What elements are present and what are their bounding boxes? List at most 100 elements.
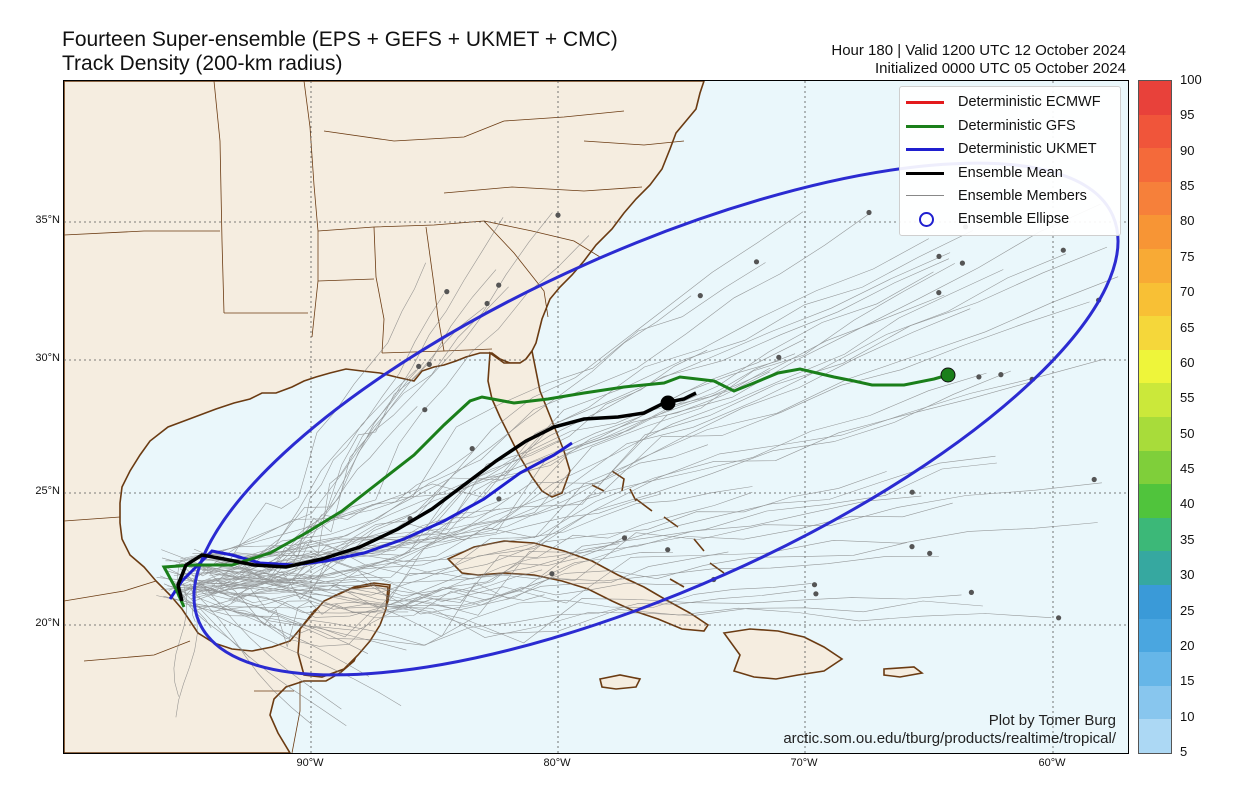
ensemble-member-endpoint [469, 446, 475, 452]
colorbar-tick-label: 20 [1180, 637, 1195, 653]
jamaica-land [599, 674, 642, 690]
title-line-2: Track Density (200-km radius) [62, 52, 343, 75]
ensemble-member-endpoint [959, 260, 966, 266]
legend-label-ellipse: Ensemble Ellipse [958, 211, 1070, 227]
valid-time-line: Hour 180 | Valid 1200 UTC 12 October 202… [831, 42, 1126, 59]
ensemble-member-endpoint [927, 550, 933, 556]
legend-item-mean: Ensemble Mean [900, 162, 1063, 184]
ensemble-member-track [181, 271, 934, 586]
colorbar-tick-label: 90 [1180, 142, 1195, 158]
ensemble-member-endpoint [968, 589, 975, 595]
lon-label-60: 60°W [1038, 757, 1066, 769]
colorbar-tick-label: 55 [1180, 390, 1195, 406]
colorbar-segment [1139, 551, 1171, 586]
ensemble-member-track [163, 569, 705, 618]
lon-label-70: 70°W [790, 757, 818, 769]
ensemble-member-track [219, 262, 426, 569]
title-line-1: Fourteen Super-ensemble (EPS + GEFS + UK… [62, 28, 618, 51]
mean-swatch [904, 162, 946, 184]
lat-label-20: 20°N [35, 617, 60, 629]
ensemble-member-endpoint [1056, 615, 1062, 621]
colorbar-segment [1139, 417, 1171, 452]
ellipse-swatch [904, 208, 946, 230]
legend-label-ecmwf: Deterministic ECMWF [958, 94, 1101, 110]
colorbar-tick-label: 60 [1180, 354, 1195, 370]
ensemble-member-track [161, 557, 962, 644]
colorbar-segment [1139, 585, 1171, 620]
ensemble-mean-end-marker [660, 395, 676, 411]
ensemble-member-endpoint [811, 582, 818, 588]
ensemble-member-track [228, 308, 971, 600]
state-borders [64, 81, 685, 354]
ensemble-member-track [231, 286, 509, 603]
init-time-line: Initialized 0000 UTC 05 October 2024 [875, 60, 1126, 77]
ensemble-member-track [167, 471, 887, 598]
colorbar-segment [1139, 215, 1171, 250]
ensemble-member-track [175, 495, 922, 616]
ensemble-member-endpoint [416, 363, 422, 369]
members-swatch [904, 185, 946, 207]
lat-label-35: 35°N [35, 214, 60, 226]
gfs-track [161, 367, 949, 608]
legend-item-ecmwf: Deterministic ECMWF [900, 91, 1101, 113]
colorbar-segment [1139, 114, 1171, 149]
ensemble-member-endpoint [484, 300, 490, 307]
ensemble-member-track [190, 444, 709, 579]
ensemble-member-track [183, 565, 342, 710]
colorbar-tick-label: 95 [1180, 107, 1195, 123]
ensemble-member-track [180, 293, 445, 601]
colorbar-segment [1139, 349, 1171, 384]
colorbar-segment [1139, 450, 1171, 485]
ensemble-member-track [218, 362, 425, 584]
colorbar-tick-label: 15 [1180, 673, 1195, 689]
ensemble-member-track [199, 301, 1090, 556]
ensemble-member-track [202, 358, 1105, 567]
ensemble-member-track [211, 551, 729, 637]
colorbar-tick-label: 85 [1180, 178, 1195, 194]
lat-label-25: 25°N [35, 485, 60, 497]
ensemble-member-track [183, 589, 807, 646]
ensemble-member-track [199, 339, 805, 568]
puerto-rico-land [883, 666, 924, 678]
legend-label-ukmet: Deterministic UKMET [958, 141, 1097, 157]
ensemble-member-endpoint [444, 289, 450, 295]
ensemble-member-endpoint [866, 209, 872, 216]
colorbar-tick-label: 45 [1180, 461, 1195, 477]
colorbar-segment [1139, 282, 1171, 317]
ensemble-member-endpoint [555, 212, 561, 218]
ensemble-member-endpoint [426, 361, 432, 367]
ukmet-swatch [904, 138, 946, 160]
legend-item-members: Ensemble Members [900, 185, 1087, 207]
colorbar-segment [1139, 316, 1171, 351]
ensemble-member-track [224, 372, 987, 580]
legend-label-mean: Ensemble Mean [958, 165, 1063, 181]
ensemble-member-track [178, 295, 692, 593]
ensemble-member-track [161, 549, 1052, 634]
ensemble-member-track [210, 370, 1011, 612]
colorbar-tick-label: 40 [1180, 496, 1195, 512]
ensemble-member-track [209, 583, 812, 646]
ensemble-member-endpoints [407, 209, 1102, 621]
ensemble-member-track [165, 451, 473, 582]
density-colorbar [1138, 80, 1172, 754]
ensemble-member-track [207, 542, 907, 615]
ensemble-member-endpoint [998, 372, 1004, 378]
colorbar-segment [1139, 383, 1171, 418]
ensemble-member-track [188, 586, 313, 725]
lat-label-30: 30°N [35, 352, 60, 364]
colorbar-segment [1139, 685, 1171, 720]
ensemble-member-endpoint [909, 489, 915, 495]
ensemble-member-track [180, 262, 766, 563]
ensemble-member-endpoint [1060, 247, 1066, 253]
ensemble-member-track [178, 252, 951, 562]
florida-land [487, 349, 571, 498]
ensemble-member-track [192, 253, 1067, 612]
colorbar-segment [1139, 249, 1171, 284]
ensemble-member-endpoint [909, 544, 915, 550]
ensemble-member-track [216, 211, 804, 612]
ensemble-member-track [205, 217, 504, 593]
ensemble-member-endpoint [697, 293, 703, 299]
ensemble-member-endpoint [753, 259, 760, 265]
hispaniola-land [722, 628, 844, 680]
ensemble-member-track [156, 595, 407, 651]
